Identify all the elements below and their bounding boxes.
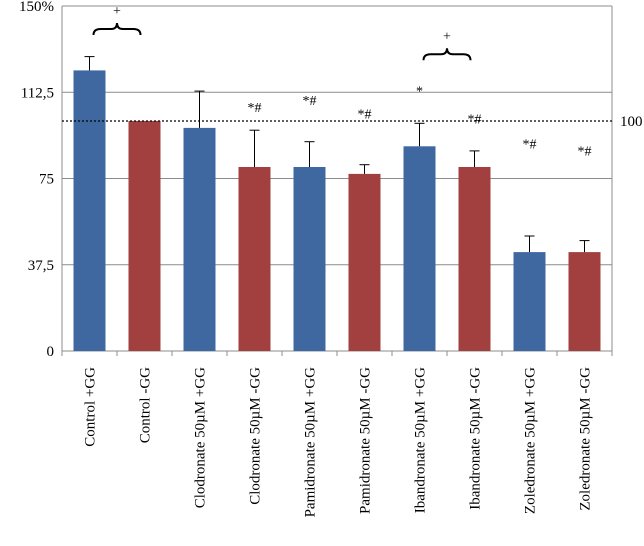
reference-line-group: 100 [62,114,643,130]
bar-4 [238,167,271,351]
y-tick-label: 37,5 [28,258,54,274]
x-category-label: Control +GG [83,367,99,447]
bar-3 [183,127,216,352]
x-category-label: Zoledronate 50µM -GG [578,367,594,511]
bar-5 [293,167,326,351]
y-tick-label: 75 [39,172,54,188]
significance-marker: *# [578,145,592,160]
bar-6 [348,173,381,351]
x-category-label: Clodronate 50µM +GG [193,367,209,508]
significance-bracket [422,48,472,61]
error-bars [84,56,590,253]
x-category-label: Control -GG [138,367,154,443]
y-tick-label: 112,5 [21,85,54,101]
x-category-label: Ibandronate 50µM +GG [413,367,429,513]
axis-labels: 0 37,5 75 112,5 150% Control +GG Control -GG Cl… [19,0,594,517]
bar-2 [128,121,161,351]
significance-bracket [92,22,142,36]
reference-label: 100 [620,114,643,130]
bar-9 [513,252,546,351]
annotations: + *# *# *# * + *# *# *# [92,4,592,160]
x-category-label: Zoledronate 50µM +GG [523,367,539,514]
bar-7 [403,146,436,351]
bar-8 [458,167,491,351]
significance-marker: *# [523,138,537,153]
significance-marker: + [113,4,121,19]
significance-marker: *# [303,94,317,109]
significance-marker: *# [468,112,482,127]
significance-marker: *# [248,101,262,116]
significance-marker: * [416,85,423,100]
x-category-label: Ibandronate 50µM -GG [468,367,484,510]
significance-marker: *# [358,108,372,123]
bar-10 [568,252,601,351]
significance-marker: + [443,30,451,45]
bars [73,70,601,352]
x-category-label: Clodronate 50µM -GG [248,367,264,505]
y-tick-label: 0 [47,344,55,360]
bar-1 [73,70,106,352]
y-tick-label: 150% [19,0,54,15]
x-category-label: Pamidronate 50µM +GG [303,367,319,518]
x-category-label: Pamidronate 50µM -GG [358,367,374,514]
